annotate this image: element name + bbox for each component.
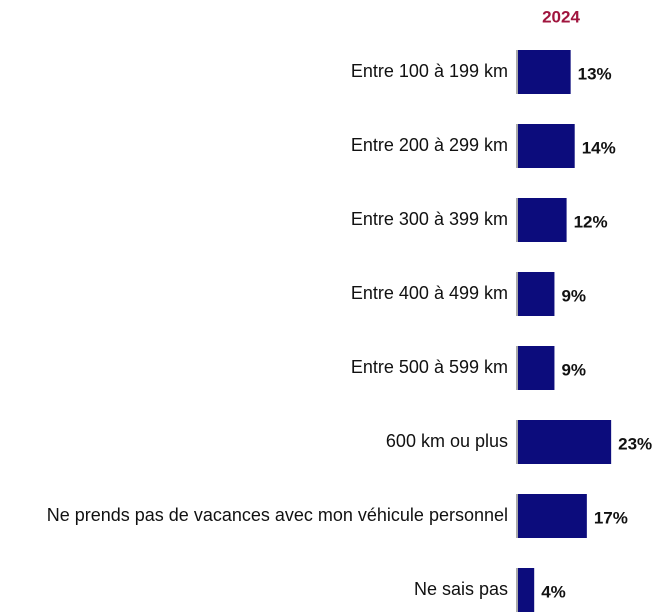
bar (518, 420, 612, 464)
category-label: Entre 400 à 499 km (351, 283, 508, 303)
data-label: 23% (618, 434, 652, 453)
data-label: 14% (582, 138, 616, 157)
bar (518, 494, 587, 538)
category-label: Entre 300 à 399 km (351, 209, 508, 229)
data-label: 9% (561, 360, 586, 379)
bar (518, 568, 535, 612)
category-label: Ne sais pas (414, 579, 508, 599)
bar (518, 346, 555, 390)
bar (518, 50, 571, 94)
category-label: Entre 200 à 299 km (351, 135, 508, 155)
category-label: 600 km ou plus (386, 431, 508, 451)
category-label: Ne prends pas de vacances avec mon véhic… (47, 505, 508, 525)
data-label: 12% (574, 212, 608, 231)
bar (518, 198, 567, 242)
bar (518, 272, 555, 316)
legend-title: 2024 (542, 7, 580, 26)
category-label: Entre 500 à 599 km (351, 357, 508, 377)
data-label: 13% (578, 64, 612, 83)
data-label: 9% (561, 286, 586, 305)
category-label: Entre 100 à 199 km (351, 61, 508, 81)
data-label: 4% (541, 582, 566, 601)
bar (518, 124, 575, 168)
data-label: 17% (594, 508, 628, 527)
